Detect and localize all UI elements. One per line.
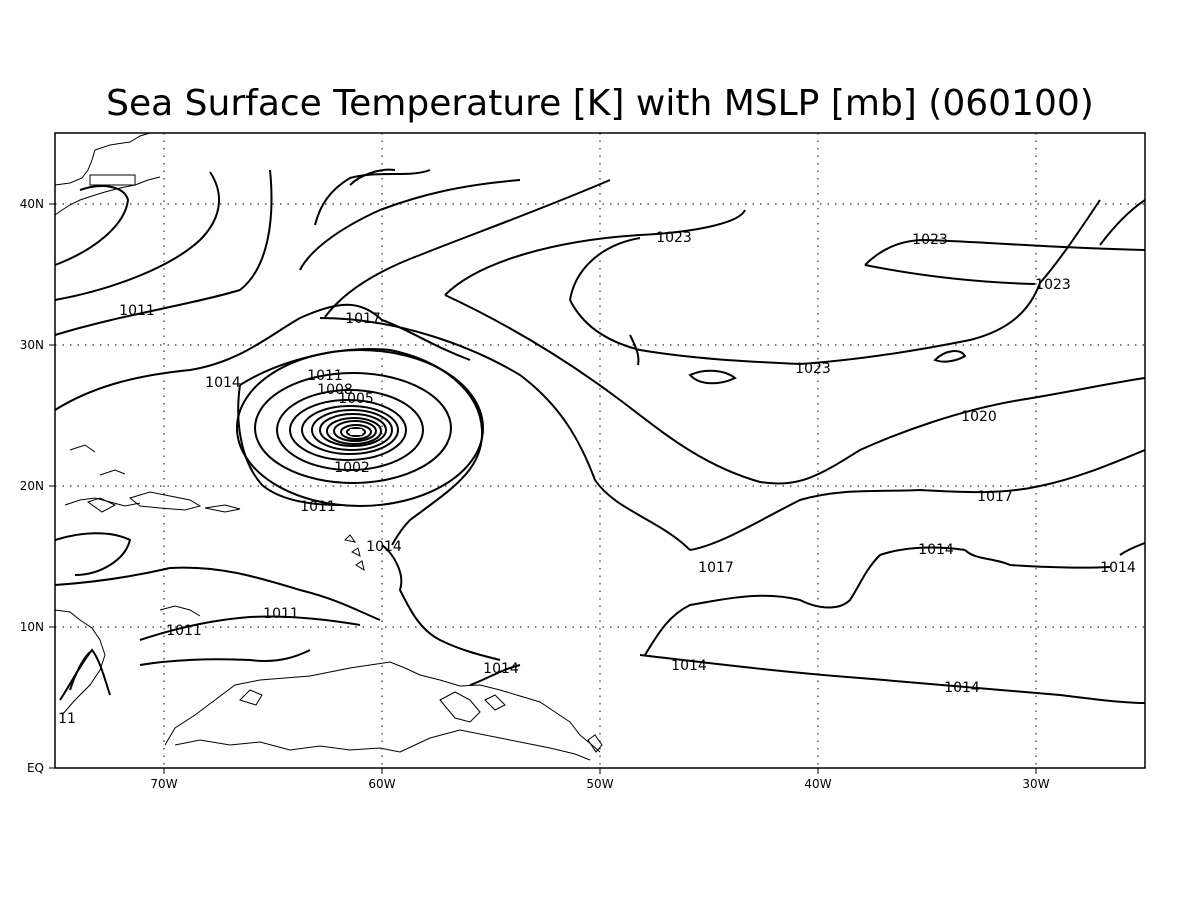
contour-label-1011-e: 1011 [166, 623, 202, 639]
contour-label-1017-c: 1017 [698, 560, 734, 576]
contour-label-11: 11 [58, 711, 76, 727]
contour-label-1023-c: 1023 [1035, 277, 1071, 293]
y-tick-label: 30N [20, 338, 44, 352]
contour-label-1011-b: 1011 [307, 368, 343, 384]
contour-label-1017-a: 1017 [345, 311, 381, 327]
low-center-marker [350, 429, 362, 435]
contour-label-1014-b: 1014 [366, 539, 402, 555]
x-tick-label: 30W [1022, 777, 1049, 791]
contour-label-1008: 1008 [317, 382, 353, 398]
contour-label-1005: 1005 [338, 391, 374, 407]
contour-label-1002: 1002 [334, 460, 370, 476]
contour-label-1011-d: 1011 [263, 606, 299, 622]
y-tick-label: EQ [27, 761, 44, 775]
x-tick-label: 50W [586, 777, 613, 791]
contour-label-1017-b: 1017 [977, 489, 1013, 505]
contour-label-1014-d: 1014 [1100, 560, 1136, 576]
contour-label-1023-d: 1023 [795, 361, 831, 377]
x-tick-label: 40W [804, 777, 831, 791]
grid-lines [55, 133, 1145, 768]
y-tick-label: 20N [20, 479, 44, 493]
contour-label-1011-a: 1011 [119, 303, 155, 319]
contour-labels: 1011 1017 1023 1023 1023 1014 1011 1008 … [58, 230, 1136, 727]
x-tick-label: 60W [368, 777, 395, 791]
map-frame [54, 132, 1146, 769]
contour-label-1014-g: 1014 [944, 680, 980, 696]
contour-label-1014-c: 1014 [918, 542, 954, 558]
map-title: Sea Surface Temperature [K] with MSLP [m… [106, 83, 1094, 124]
contour-label-1014-a: 1014 [205, 375, 241, 391]
coastlines [54, 132, 603, 761]
y-tick-label: 10N [20, 620, 44, 634]
isobars [54, 168, 1146, 704]
contour-label-1014-e: 1014 [671, 658, 707, 674]
contour-label-1011-c: 1011 [300, 499, 336, 515]
contour-label-1020: 1020 [961, 409, 997, 425]
x-tick-label: 70W [150, 777, 177, 791]
contour-label-1014-f: 1014 [483, 661, 519, 677]
y-axis: EQ 10N 20N 30N 40N [20, 197, 55, 775]
contour-label-1023-b: 1023 [912, 232, 948, 248]
contour-label-1023-a: 1023 [656, 230, 692, 246]
y-tick-label: 40N [20, 197, 44, 211]
x-axis: 70W 60W 50W 40W 30W [150, 768, 1050, 791]
